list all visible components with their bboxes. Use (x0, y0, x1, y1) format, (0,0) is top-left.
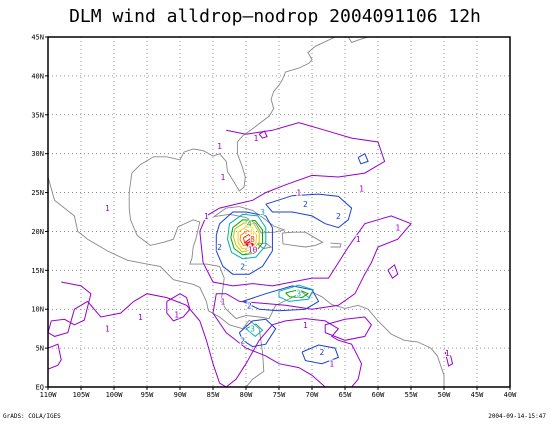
x-tick-label: 45W (471, 391, 484, 399)
contour-label: 1 (204, 212, 209, 221)
contour-label: 1 (217, 142, 222, 151)
contour-label: 6 (250, 227, 255, 236)
x-tick-label: 60W (372, 391, 385, 399)
y-tick-label: 35N (31, 111, 44, 119)
x-tick-label: 80W (240, 391, 253, 399)
contour-line-level-3 (226, 213, 267, 260)
contour-label: 1 (105, 204, 110, 213)
wind-difference-contours (48, 122, 454, 387)
coastline (281, 231, 324, 248)
x-tick-label: 105W (73, 391, 91, 399)
contour-line-level-1 (324, 316, 373, 341)
contour-label: 1 (253, 134, 258, 143)
contour-label: 1 (296, 189, 301, 198)
contour-label: 2 (319, 348, 324, 357)
y-tick-label: 40N (31, 72, 44, 80)
coastline (48, 176, 265, 387)
contour-line-level-1 (48, 122, 412, 387)
y-axis-ticks: EQ 5N 10N 15N 20N 25N 30N 35N 40N 45N (31, 34, 48, 392)
contour-line-level-2 (301, 344, 340, 365)
page-title: DLM wind alldrop–nodrop 2004091106 12h (69, 6, 481, 27)
contour-label: 1 (174, 311, 179, 320)
coastline (213, 206, 286, 234)
x-tick-label: 70W (306, 391, 319, 399)
x-tick-label: 40W (504, 391, 517, 399)
contour-label: 3 (296, 290, 301, 299)
contour-label: 1 (303, 321, 308, 330)
x-tick-label: 85W (207, 391, 220, 399)
contour-label: 2 (217, 243, 222, 252)
contour-line-level-10 (246, 239, 254, 250)
coastline (347, 37, 369, 43)
contour-line-level-2 (242, 285, 320, 312)
y-tick-label: 25N (31, 189, 44, 197)
contour-line-level-9 (244, 237, 254, 249)
x-tick-label: 95W (141, 391, 154, 399)
x-tick-label: 100W (106, 391, 124, 399)
contour-line-level-3 (278, 284, 315, 302)
contour-label: 8 (250, 235, 255, 244)
contour-line-level-5 (232, 222, 260, 253)
contour-line-level-2 (357, 152, 369, 165)
contour-label: 1 (445, 349, 450, 358)
contour-label: 1 (138, 313, 143, 322)
contour-label: 1 (220, 173, 225, 182)
contour-label: 1 (329, 360, 334, 369)
contour-label: 3 (260, 208, 265, 217)
contour-line-level-1 (444, 351, 454, 367)
contour-line-level-6 (237, 226, 258, 250)
contour-line-level-4 (230, 219, 263, 256)
contour-label: 1 (395, 224, 400, 233)
contour-label: 4 (247, 220, 252, 229)
contour-label: 2 (240, 262, 245, 271)
contour-label: 1 (105, 325, 110, 334)
contour-line-level-2 (238, 318, 277, 348)
contour-line-level-1 (48, 343, 62, 370)
x-tick-label: 50W (438, 391, 451, 399)
x-tick-label: 110W (40, 391, 58, 399)
contour-label: 1 (359, 185, 364, 194)
x-tick-label: 75W (273, 391, 286, 399)
x-tick-label: 90W (174, 391, 187, 399)
coastlines (48, 37, 445, 387)
y-tick-label: EQ (36, 384, 44, 392)
contour-label: 2 (336, 212, 341, 221)
contour-line-level-1 (258, 130, 268, 139)
y-tick-label: 30N (31, 150, 44, 158)
footer-timestamp: 2004-09-14-15:47 (488, 413, 546, 420)
x-tick-label: 55W (405, 391, 418, 399)
y-tick-label: 15N (31, 267, 44, 275)
contour-line-level-2 (265, 193, 353, 229)
contour-label: 2 (303, 200, 308, 209)
contour-label: 1 (220, 297, 225, 306)
contour-label: 1 (356, 235, 361, 244)
coastline (128, 173, 445, 387)
y-tick-label: 10N (31, 306, 44, 314)
coastline (256, 242, 273, 250)
contour-label: 2 (247, 301, 252, 310)
x-tick-label: 65W (339, 391, 352, 399)
contour-line-level-3 (245, 323, 264, 338)
contour-line-level-1 (166, 293, 191, 322)
y-tick-label: 20N (31, 228, 44, 236)
coastline (330, 242, 342, 248)
contour-line-level-4 (285, 289, 310, 299)
y-tick-label: 45N (31, 34, 44, 42)
coastline (131, 37, 336, 192)
contour-line-level-2 (215, 211, 273, 275)
y-tick-label: 5N (36, 345, 44, 353)
contour-label: 2 (240, 336, 245, 345)
contour-line-level-1 (387, 264, 399, 279)
contour-label: 10 (248, 245, 258, 254)
contour-label: 3 (250, 325, 255, 334)
footer-credit: GrADS: COLA/IGES (3, 413, 61, 420)
x-axis-ticks: 110W 105W 100W 95W 90W 85W 80W 75W 70W 65W 60W 55W 5… (40, 387, 517, 399)
